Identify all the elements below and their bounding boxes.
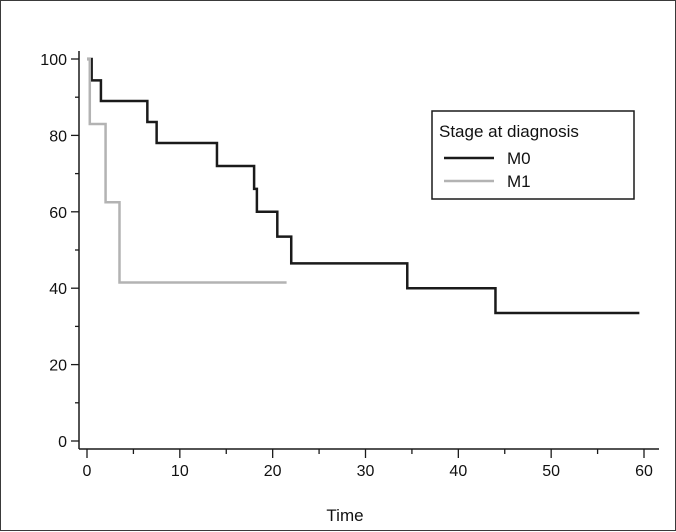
y-tick-label: 40 bbox=[49, 281, 67, 298]
legend-title: Stage at diagnosis bbox=[439, 122, 579, 141]
y-tick-label: 20 bbox=[49, 358, 67, 375]
legend-label-m0: M0 bbox=[507, 149, 531, 168]
series-line-m0 bbox=[87, 57, 640, 315]
legend-label-m1: M1 bbox=[507, 172, 531, 191]
x-tick-label: 30 bbox=[357, 463, 375, 480]
x-tick-label: 40 bbox=[449, 463, 467, 480]
legend-box bbox=[431, 110, 635, 200]
y-tick-label: 80 bbox=[49, 128, 67, 145]
x-tick-label: 0 bbox=[83, 463, 92, 480]
series-layer bbox=[87, 57, 640, 315]
axes: 0 20 40 60 80 100 0 10 20 30 40 50 60 bbox=[40, 51, 659, 480]
y-tick-label: 0 bbox=[58, 434, 67, 451]
x-tick-label: 60 bbox=[635, 463, 653, 480]
series-line-m1 bbox=[87, 57, 287, 284]
y-tick-label: 100 bbox=[40, 52, 67, 69]
x-axis-title: Time bbox=[326, 506, 363, 525]
legend: Stage at diagnosis M0 M1 bbox=[431, 110, 635, 200]
x-tick-label: 10 bbox=[171, 463, 189, 480]
y-tick-label: 60 bbox=[49, 205, 67, 222]
x-tick-label: 20 bbox=[264, 463, 282, 480]
x-tick-label: 50 bbox=[542, 463, 560, 480]
